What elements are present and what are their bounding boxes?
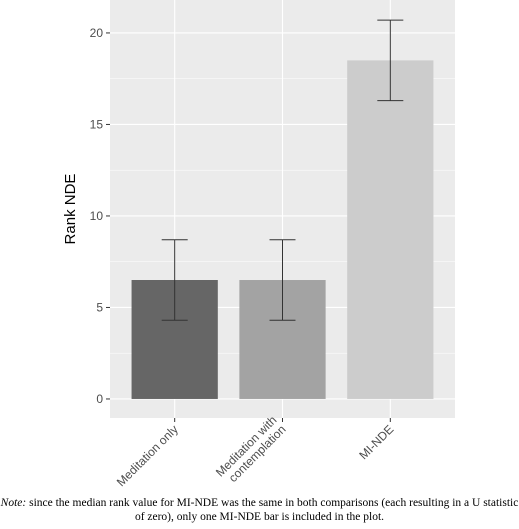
bar xyxy=(347,60,434,399)
y-tick-label: 15 xyxy=(90,117,104,131)
note: Note: since the median rank value for MI… xyxy=(0,496,519,524)
error-bar xyxy=(269,239,296,321)
error-bar xyxy=(161,239,188,321)
y-tick-label: 20 xyxy=(90,26,104,40)
y-tick-label: 0 xyxy=(96,392,103,406)
x-tick-label: MI-NDE xyxy=(356,422,396,462)
y-tick-label: 10 xyxy=(90,209,104,223)
y-axis-label: Rank NDE xyxy=(62,174,79,245)
note-label: Note: xyxy=(0,497,27,509)
note-text: since the median rank value for MI-NDE w… xyxy=(29,497,519,523)
x-tick-label: Meditation only xyxy=(114,422,181,489)
chart: Rank NDE 0 5 10 15 20 Meditation only Meditati… xyxy=(62,0,455,489)
x-tick-label-line: Meditation only xyxy=(114,422,181,489)
x-tick-label: Meditation withcontemplation xyxy=(213,413,289,489)
y-tick-label: 5 xyxy=(96,300,103,314)
error-bar xyxy=(377,19,404,102)
x-tick-label-line: MI-NDE xyxy=(356,422,396,462)
